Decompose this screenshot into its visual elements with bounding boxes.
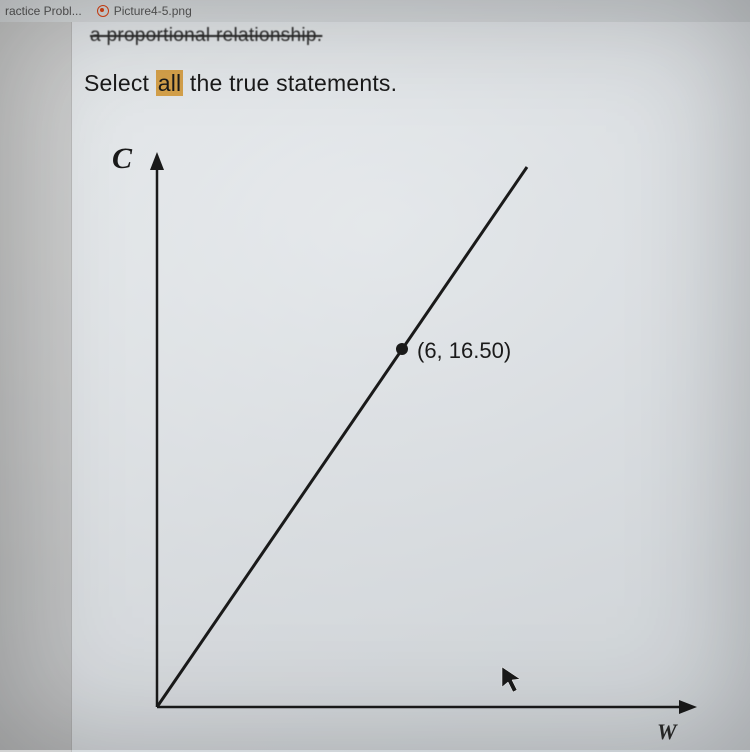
instruction-highlight: all [156,70,184,96]
data-point-marker [396,343,408,355]
proportional-line [157,167,527,707]
image-file-icon [97,5,109,17]
y-axis-arrow [150,152,164,170]
instruction-prefix: Select [84,70,156,96]
y-axis-label: C [112,142,132,176]
previous-line-cutoff: a proportional relationship. [90,25,322,47]
tab-label: Picture4-5.png [114,4,192,18]
chart-svg [92,142,712,742]
tab-picture-file[interactable]: Picture4-5.png [97,4,192,18]
tab-practice-problems[interactable]: ractice Probl... [5,4,82,18]
tab-label: ractice Probl... [5,4,82,18]
mouse-cursor-icon [502,667,520,692]
browser-tab-bar: ractice Probl... Picture4-5.png [0,0,750,22]
instruction-suffix: the true statements. [183,70,397,96]
point-coordinate-label: (6, 16.50) [417,338,511,364]
question-instruction: Select all the true statements. [84,70,397,97]
content-area: a proportional relationship. Select all … [72,22,750,750]
page-left-margin [0,22,72,752]
x-axis-arrow [679,700,697,714]
proportional-chart: C (6, 16.50) W [92,142,712,742]
x-axis-label: W [657,719,677,745]
